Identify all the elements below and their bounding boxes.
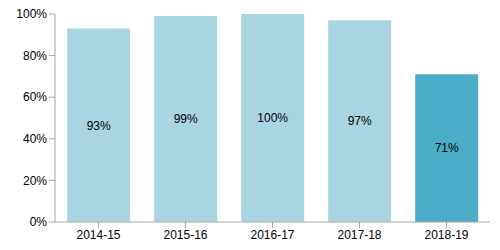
svg-text:2017-18: 2017-18 bbox=[337, 228, 381, 242]
svg-text:99%: 99% bbox=[174, 112, 198, 126]
svg-text:0%: 0% bbox=[30, 215, 48, 229]
svg-text:60%: 60% bbox=[23, 90, 47, 104]
svg-text:93%: 93% bbox=[87, 119, 111, 133]
svg-text:100%: 100% bbox=[257, 111, 288, 125]
svg-text:20%: 20% bbox=[23, 174, 47, 188]
svg-text:2015-16: 2015-16 bbox=[163, 228, 207, 242]
svg-text:71%: 71% bbox=[435, 141, 459, 155]
svg-text:2014-15: 2014-15 bbox=[76, 228, 120, 242]
svg-text:2018-19: 2018-19 bbox=[424, 228, 468, 242]
svg-text:40%: 40% bbox=[23, 132, 47, 146]
svg-text:80%: 80% bbox=[23, 49, 47, 63]
svg-text:100%: 100% bbox=[16, 7, 47, 21]
svg-text:2016-17: 2016-17 bbox=[250, 228, 294, 242]
svg-text:97%: 97% bbox=[348, 114, 372, 128]
